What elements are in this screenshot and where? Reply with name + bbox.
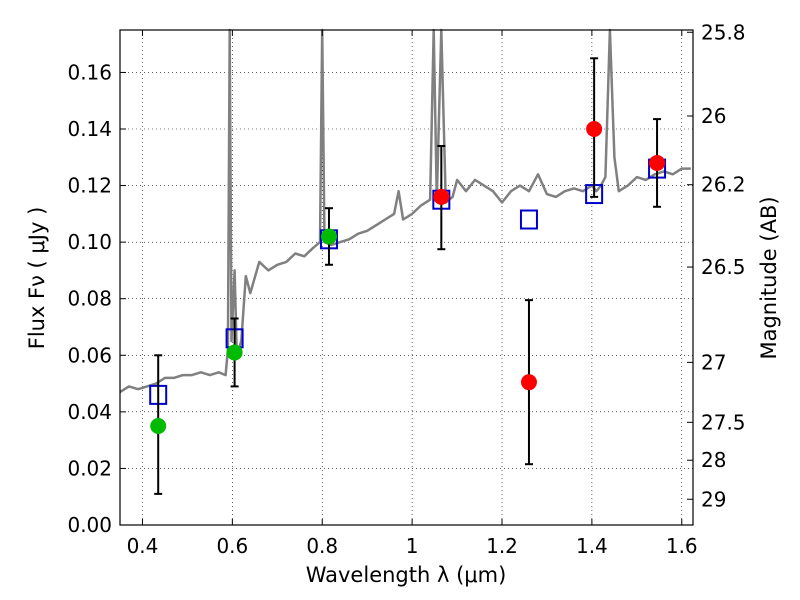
green-observed-point [150, 418, 167, 434]
y-axis-ticks: 0.00 0.02 0.04 0.06 0.08 0.10 0.12 0.14 0.16 [67, 60, 126, 537]
green-observed-point [226, 344, 243, 361]
grid [120, 30, 693, 526]
right-tick-label: 27 [701, 350, 726, 374]
plot-frame [119, 29, 694, 526]
y-tick-label: 0.14 [67, 117, 112, 141]
right-axis-ticks: 25.8 26 26.2 26.5 27 27.5 28 29 [687, 20, 746, 511]
right-tick-label: 29 [701, 487, 726, 511]
x-tick-label: 0.8 [306, 534, 338, 558]
y-tick-label: 0.06 [67, 343, 112, 367]
red-observed-point [520, 374, 537, 391]
y-tick-label: 0.04 [67, 400, 112, 424]
green-observed-point [320, 228, 337, 245]
right-axis-label: Magnitude (AB) [757, 196, 781, 359]
red-observed-point [433, 188, 450, 205]
x-tick-label: 1 [406, 534, 419, 558]
red-observed-point [649, 154, 666, 171]
y-tick-label: 0.02 [67, 456, 112, 480]
model-photometry-square [519, 209, 538, 230]
x-axis-label: Wavelength λ (μm) [306, 563, 507, 587]
x-tick-label: 1.4 [576, 534, 608, 558]
x-tick-label: 1.2 [486, 534, 518, 558]
plot-area [119, 28, 691, 495]
x-axis-ticks: 0.4 0.6 0.8 1 1.2 1.4 1.6 [127, 30, 698, 558]
right-tick-label: 25.8 [701, 20, 746, 44]
y-tick-label: 0.16 [67, 60, 112, 84]
right-tick-label: 26.5 [701, 255, 746, 279]
right-tick-label: 26.2 [701, 173, 746, 197]
right-tick-label: 27.5 [701, 410, 746, 434]
x-tick-label: 0.6 [216, 534, 248, 558]
y-tick-label: 0.00 [67, 513, 112, 537]
x-tick-label: 1.6 [666, 534, 698, 558]
right-tick-label: 28 [701, 448, 726, 472]
y-tick-label: 0.08 [67, 287, 112, 311]
y-tick-label: 0.10 [67, 230, 112, 254]
y-axis-label: Flux Fν ( μJy ) [25, 207, 49, 350]
red-observed-point [586, 121, 603, 137]
right-tick-label: 26 [701, 104, 726, 128]
x-tick-label: 0.4 [127, 534, 159, 558]
y-tick-label: 0.12 [67, 174, 112, 198]
